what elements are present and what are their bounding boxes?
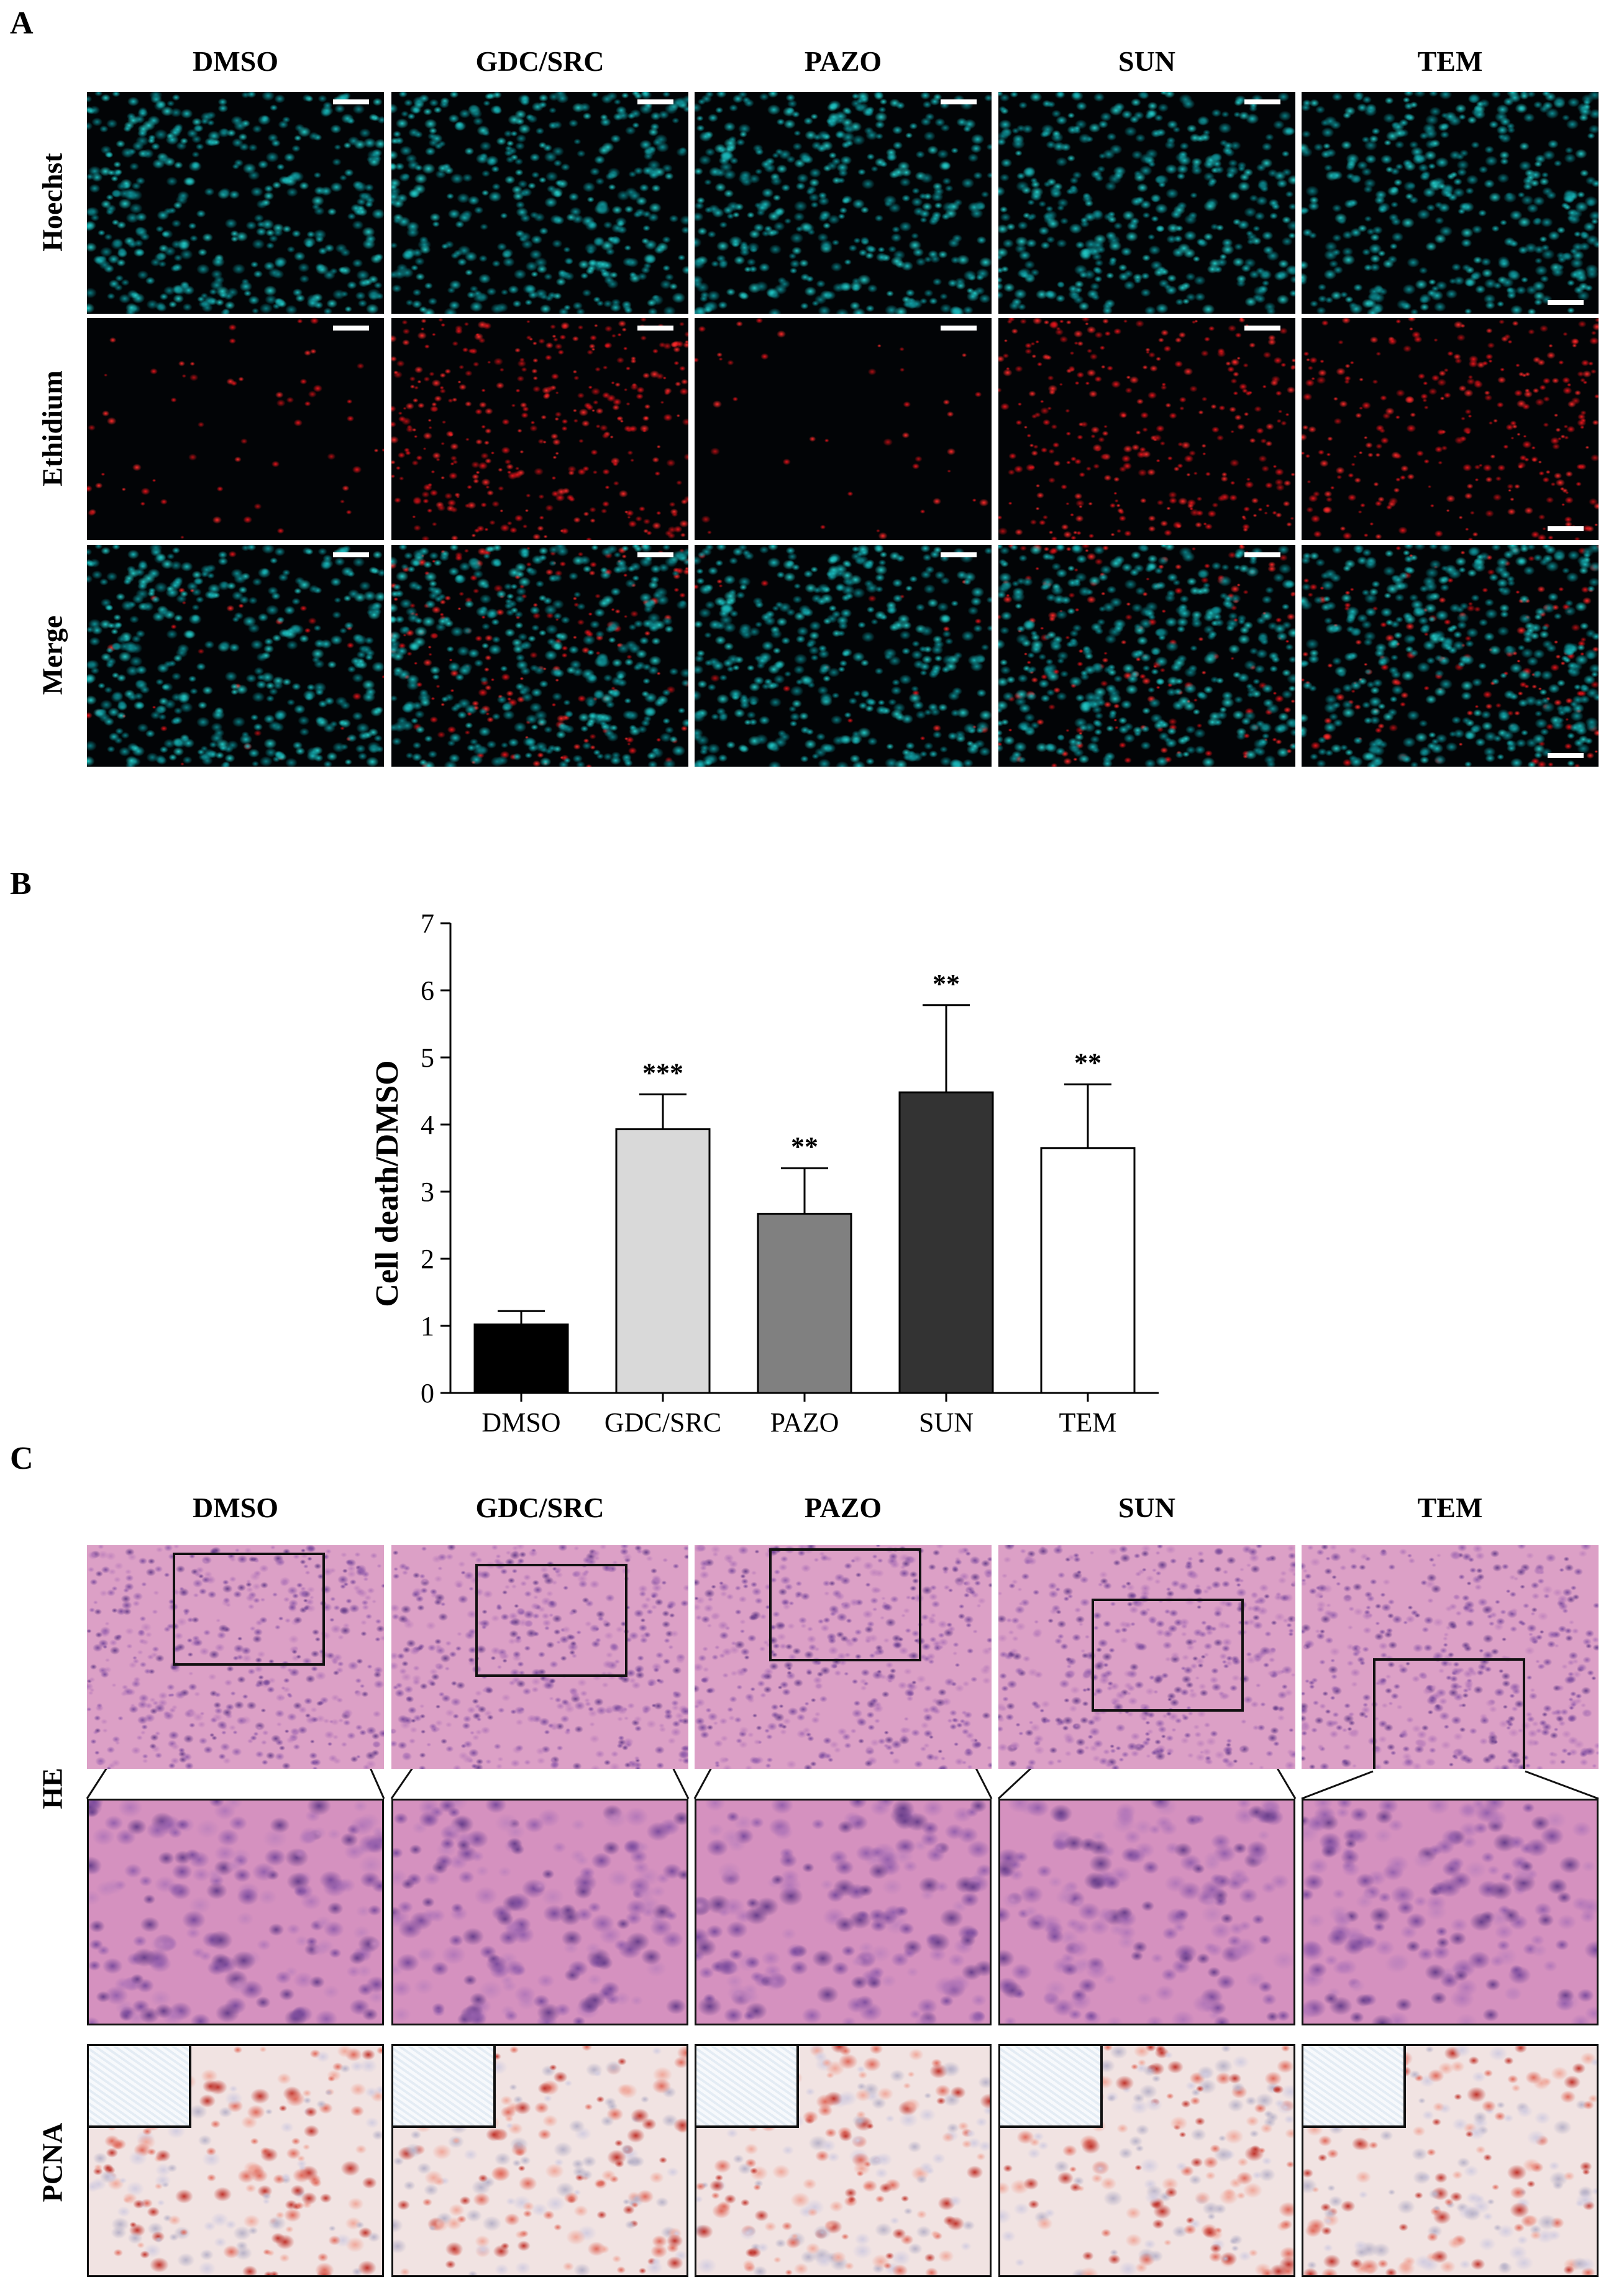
y-tick-label: 5	[421, 1043, 434, 1073]
scale-bar	[1244, 99, 1280, 104]
pcna-image	[1302, 2044, 1599, 2277]
panel-a-row-label: Hoechst	[36, 152, 68, 252]
panel-c-column-label: PAZO	[804, 1492, 882, 1523]
he-zoom-image	[391, 1799, 688, 2025]
scale-bar	[941, 552, 977, 557]
pcna-negative-control-inset	[393, 2046, 496, 2128]
pcna-negative-control-inset	[1000, 2046, 1103, 2128]
pcna-image	[998, 2044, 1295, 2277]
he-overview-image	[87, 1545, 384, 1769]
fluorescence-image	[391, 318, 688, 540]
pcna-negative-control-inset	[89, 2046, 191, 2128]
zoom-region-box	[1373, 1658, 1525, 1769]
significance-marker: **	[791, 1131, 818, 1162]
panel-c-row-label: PCNA	[36, 2122, 68, 2203]
fluorescence-image	[87, 318, 384, 540]
fluorescence-image	[1302, 545, 1599, 767]
zoom-region-box	[769, 1548, 921, 1661]
panel-a-column-label: DMSO	[193, 45, 278, 77]
scale-bar	[333, 552, 369, 557]
scale-bar	[1548, 753, 1584, 758]
he-zoom-image	[87, 1799, 384, 2025]
y-tick-label: 7	[421, 908, 434, 939]
he-overview-image	[1302, 1545, 1599, 1769]
scale-bar	[941, 326, 977, 331]
fluorescence-image	[1302, 92, 1599, 314]
fluorescence-image	[695, 318, 992, 540]
panel-c-column-label: TEM	[1417, 1492, 1483, 1523]
zoom-connector-line	[1525, 1770, 1599, 1800]
he-zoom-image	[998, 1799, 1295, 2025]
scale-bar	[1548, 526, 1584, 531]
panel-a-column-label: PAZO	[804, 45, 882, 77]
significance-marker: ***	[642, 1057, 683, 1088]
bar	[757, 1213, 852, 1394]
scale-bar	[637, 326, 673, 331]
panel-c-column-label: SUN	[1118, 1492, 1176, 1523]
scale-bar	[1244, 326, 1280, 331]
fluorescence-image	[87, 92, 384, 314]
fluorescence-image	[391, 545, 688, 767]
panel-c-row-label: HE	[36, 1768, 68, 1809]
bar	[473, 1323, 569, 1394]
scale-bar	[637, 552, 673, 557]
x-tick-label: GDC/SRC	[604, 1407, 721, 1438]
zoom-region-box	[1092, 1599, 1244, 1712]
y-tick-label: 3	[421, 1177, 434, 1207]
panel-a-row-label: Merge	[36, 615, 68, 695]
y-tick-label: 4	[421, 1110, 434, 1140]
fluorescence-image	[998, 92, 1295, 314]
panel-a-row-label: Ethidium	[36, 370, 68, 486]
panel-a-column-label: TEM	[1417, 45, 1483, 77]
pcna-negative-control-inset	[696, 2046, 799, 2128]
panel-c-column-label: GDC/SRC	[475, 1492, 604, 1523]
x-tick-label: PAZO	[770, 1407, 839, 1438]
y-axis-label: Cell death/DMSO	[370, 1060, 405, 1307]
scale-bar	[333, 99, 369, 104]
he-overview-image	[998, 1545, 1295, 1769]
zoom-region-box	[173, 1553, 325, 1666]
fluorescence-image	[998, 545, 1295, 767]
fluorescence-image	[391, 92, 688, 314]
pcna-negative-control-inset	[1303, 2046, 1406, 2128]
scale-bar	[1548, 300, 1584, 305]
he-zoom-image	[695, 1799, 992, 2025]
x-tick-label: SUN	[919, 1407, 974, 1438]
zoom-region-box	[475, 1564, 627, 1677]
bar	[1040, 1147, 1136, 1394]
panel-c-column-label: DMSO	[193, 1492, 278, 1523]
scale-bar	[941, 99, 977, 104]
panel-a-letter: A	[10, 6, 34, 41]
he-overview-image	[695, 1545, 992, 1769]
scale-bar	[333, 326, 369, 331]
y-tick-label: 0	[421, 1378, 434, 1408]
fluorescence-image	[998, 318, 1295, 540]
panel-a-column-label: SUN	[1118, 45, 1176, 77]
zoom-connector-line	[1301, 1770, 1374, 1800]
y-tick-label: 1	[421, 1311, 434, 1341]
x-tick-label: TEM	[1059, 1407, 1117, 1438]
x-tick-label: DMSO	[481, 1407, 560, 1438]
bar	[615, 1128, 711, 1394]
panel-b-letter: B	[10, 866, 32, 902]
fluorescence-image	[695, 92, 992, 314]
he-zoom-image	[1302, 1799, 1599, 2025]
significance-marker: **	[1074, 1048, 1102, 1078]
fluorescence-image	[87, 545, 384, 767]
significance-marker: **	[933, 969, 960, 999]
fluorescence-image	[1302, 318, 1599, 540]
scale-bar	[637, 99, 673, 104]
pcna-image	[87, 2044, 384, 2277]
he-overview-image	[391, 1545, 688, 1769]
panel-a-column-label: GDC/SRC	[475, 45, 604, 77]
pcna-image	[695, 2044, 992, 2277]
fluorescence-image	[695, 545, 992, 767]
pcna-image	[391, 2044, 688, 2277]
scale-bar	[1244, 552, 1280, 557]
bar	[898, 1091, 994, 1394]
y-tick-label: 2	[421, 1244, 434, 1274]
y-tick-label: 6	[421, 975, 434, 1006]
panel-c-letter: C	[10, 1441, 34, 1476]
